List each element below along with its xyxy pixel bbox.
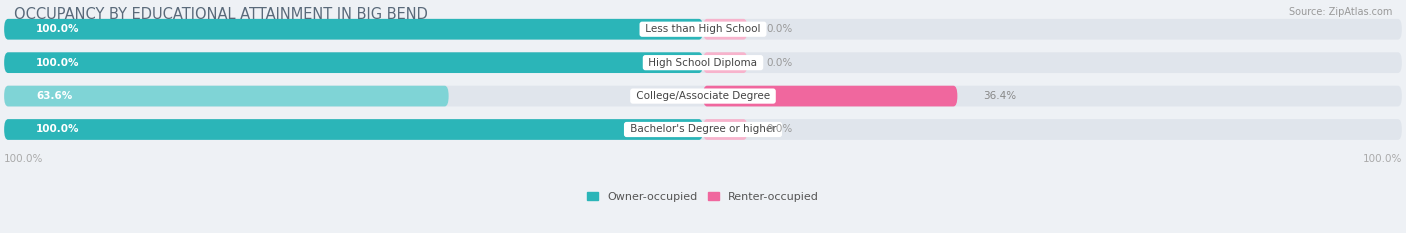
FancyBboxPatch shape: [4, 19, 1402, 40]
Text: Source: ZipAtlas.com: Source: ZipAtlas.com: [1288, 7, 1392, 17]
Legend: Owner-occupied, Renter-occupied: Owner-occupied, Renter-occupied: [582, 187, 824, 206]
Text: Less than High School: Less than High School: [643, 24, 763, 34]
FancyBboxPatch shape: [703, 19, 748, 40]
FancyBboxPatch shape: [4, 19, 703, 40]
FancyBboxPatch shape: [703, 52, 748, 73]
Text: College/Associate Degree: College/Associate Degree: [633, 91, 773, 101]
FancyBboxPatch shape: [703, 119, 748, 140]
FancyBboxPatch shape: [4, 86, 1402, 106]
Text: 100.0%: 100.0%: [37, 58, 79, 68]
Text: 100.0%: 100.0%: [37, 124, 79, 134]
Text: 0.0%: 0.0%: [766, 124, 793, 134]
Text: 100.0%: 100.0%: [4, 154, 44, 164]
Text: 0.0%: 0.0%: [766, 58, 793, 68]
Text: 0.0%: 0.0%: [766, 24, 793, 34]
FancyBboxPatch shape: [4, 52, 703, 73]
FancyBboxPatch shape: [4, 119, 703, 140]
Text: High School Diploma: High School Diploma: [645, 58, 761, 68]
FancyBboxPatch shape: [4, 119, 1402, 140]
Text: 63.6%: 63.6%: [37, 91, 72, 101]
Text: 36.4%: 36.4%: [983, 91, 1017, 101]
Text: 100.0%: 100.0%: [37, 24, 79, 34]
FancyBboxPatch shape: [703, 86, 957, 106]
FancyBboxPatch shape: [4, 86, 449, 106]
Text: Bachelor's Degree or higher: Bachelor's Degree or higher: [627, 124, 779, 134]
Text: OCCUPANCY BY EDUCATIONAL ATTAINMENT IN BIG BEND: OCCUPANCY BY EDUCATIONAL ATTAINMENT IN B…: [14, 7, 427, 22]
Text: 100.0%: 100.0%: [1362, 154, 1402, 164]
FancyBboxPatch shape: [4, 52, 1402, 73]
